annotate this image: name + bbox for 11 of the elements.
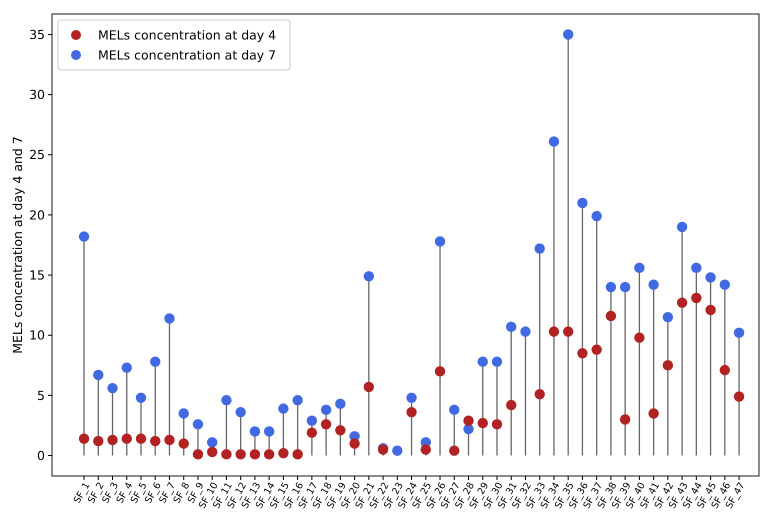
- y-tick-label: 5: [37, 388, 45, 403]
- y-tick-label: 10: [29, 328, 46, 343]
- legend-label: MELs concentration at day 7: [98, 47, 276, 62]
- y-tick-label: 15: [29, 267, 45, 282]
- y-tick-label: 0: [37, 448, 46, 463]
- y-tick-label: 30: [29, 86, 46, 102]
- y-tick-label: 20: [29, 207, 46, 222]
- legend-label: MELs concentration at day 4: [98, 27, 276, 42]
- y-tick-label: 35: [29, 26, 45, 42]
- y-axis-title: MELs concentration at day 4 and 7: [10, 136, 25, 354]
- y-tick-label: 25: [29, 147, 45, 162]
